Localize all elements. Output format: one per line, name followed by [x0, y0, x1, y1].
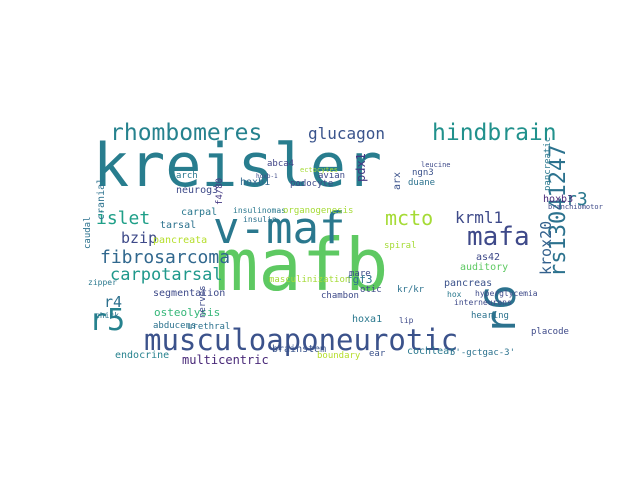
word-27: segmentation — [153, 288, 225, 299]
word-74: branchiomotor — [548, 203, 603, 211]
word-37: organogenesis — [283, 206, 353, 216]
word-32: hoxb1 — [240, 177, 270, 188]
word-28: tarsal — [160, 220, 196, 231]
word-7: hindbrain — [432, 120, 557, 146]
word-50: kr/kr — [397, 285, 425, 295]
word-9: r5 — [89, 303, 125, 338]
word-56: chambon — [321, 291, 359, 301]
word-65: cranial — [96, 178, 107, 220]
word-43: ngn3 — [412, 168, 434, 178]
word-19: bzip — [121, 229, 157, 247]
word-25: 5'-gctgac-3' — [450, 348, 515, 358]
word-42: arx — [392, 172, 403, 190]
word-76: ectocytes — [300, 166, 338, 174]
word-cloud-background — [78, 112, 582, 370]
word-68: placode — [531, 327, 569, 337]
word-18: krox20 — [537, 221, 555, 275]
word-8: mafa — [467, 222, 530, 252]
word-41: pdx1 — [354, 153, 368, 182]
word-12: krml1 — [455, 208, 503, 227]
word-38: f4/80 — [215, 178, 225, 205]
word-57: spiral — [384, 241, 417, 251]
word-48: mare — [349, 269, 371, 279]
word-72: hox — [447, 290, 462, 299]
word-55: masculinization — [269, 275, 350, 285]
word-45: fgf3 — [346, 273, 373, 286]
word-40: avian — [318, 171, 345, 181]
word-29: carpal — [181, 207, 217, 218]
word-51: hoxa1 — [352, 314, 382, 325]
word-16: islet — [96, 208, 150, 229]
word-13: fibrosarcoma — [100, 247, 230, 268]
word-60: abducens — [153, 321, 196, 331]
word-73: leucine — [421, 161, 451, 169]
word-49: otic — [360, 285, 382, 295]
word-26: osteolysis — [154, 306, 220, 319]
word-31: neurog3 — [176, 185, 218, 196]
word-52: pancreas — [444, 278, 492, 289]
word-11: rs13041247 — [546, 145, 571, 277]
word-20: r4 — [104, 293, 122, 311]
word-59: urethral — [187, 322, 230, 332]
word-46: as42 — [476, 252, 500, 263]
word-70: hyperglycemia — [475, 289, 538, 298]
word-34: arch — [176, 171, 198, 181]
word-23: brainstem — [272, 344, 326, 355]
word-14: carpotarsal — [110, 265, 223, 285]
word-54: hoxb3 — [543, 194, 573, 205]
word-64: caudal — [83, 216, 93, 249]
word-35: insulinomas — [233, 206, 286, 215]
word-62: boundary — [317, 351, 361, 361]
word-63: hearing — [471, 311, 509, 321]
word-61: ear — [369, 349, 386, 359]
word-10: mcto — [385, 206, 433, 230]
word-22: endocrine — [115, 350, 169, 361]
word-3: v-maf — [213, 203, 345, 254]
word-4: musculoaponeurotic — [144, 323, 458, 357]
word-69: interneurons — [454, 298, 512, 307]
word-66: zipper — [88, 278, 117, 287]
word-33: abca4 — [267, 159, 294, 169]
word-30: pancreata — [153, 235, 207, 246]
word-21: multicentric — [182, 353, 269, 367]
word-53: pancreatic — [543, 137, 553, 191]
word-1: kreisler — [93, 131, 382, 201]
word-24: cochlear — [407, 346, 455, 357]
word-2: mafb — [215, 223, 388, 307]
word-44: duane — [408, 178, 435, 188]
word-6: rhombomeres — [110, 120, 262, 146]
word-39: podocyte — [290, 179, 333, 189]
word-5: r6 — [476, 284, 525, 335]
word-47: auditory — [460, 262, 508, 273]
word-67: chick — [95, 311, 119, 320]
word-71: lip — [399, 316, 414, 325]
word-58: nerves — [198, 285, 208, 318]
word-17: r3 — [566, 189, 588, 210]
word-75: hoxb-1 — [256, 173, 278, 180]
word-36: insulin — [243, 215, 277, 224]
word-15: glucagon — [308, 124, 385, 143]
